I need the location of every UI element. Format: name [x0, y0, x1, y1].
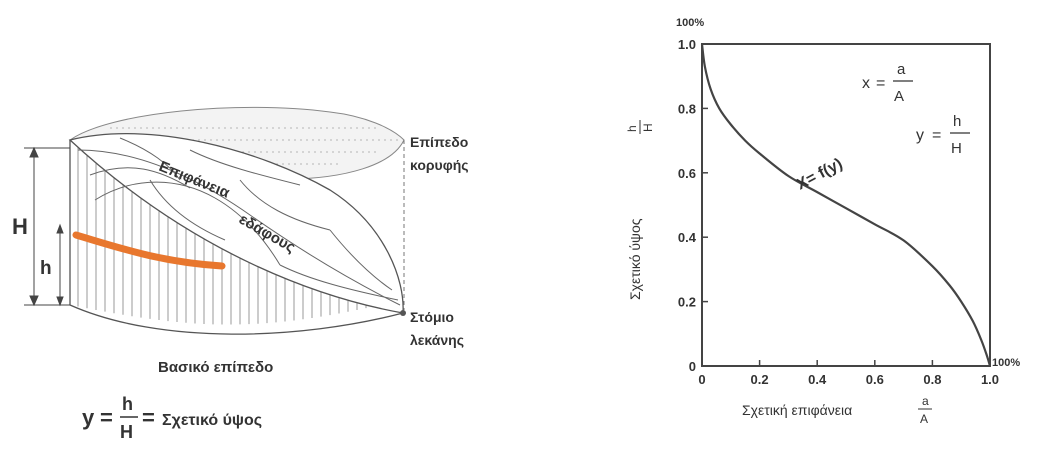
y-axis-label-fraction: h H [625, 120, 655, 134]
svg-text:y: y [916, 127, 924, 144]
y-tick-label-3: 0.6 [678, 166, 696, 181]
curve-x-f-y [700, 43, 992, 367]
y-tick-label-1: 0.2 [678, 295, 696, 310]
x-axis-label: Σχετική επιφάνεια [742, 402, 852, 418]
outlet-point [400, 310, 406, 316]
svg-text:A: A [894, 88, 904, 105]
svg-text:a: a [922, 394, 929, 408]
svg-text:h: h [122, 394, 133, 414]
svg-text:y: y [82, 405, 95, 430]
annotation-bottom-right: 100% [992, 357, 1020, 369]
x-tick-label-0: 0 [698, 372, 705, 387]
basin-front-wall [69, 140, 404, 335]
formula-x: x = a A [862, 61, 913, 105]
svg-text:=: = [100, 405, 113, 430]
x-axis-label-fraction: a A [918, 394, 932, 426]
svg-text:h: h [953, 113, 961, 130]
dimension-h [56, 223, 64, 307]
summit-plane-label: Επίπεδο κορυφής [410, 134, 472, 173]
dimension-h-label: h [40, 258, 52, 279]
x-axis-ticks: 0 0.2 0.4 0.6 0.8 1.0 [698, 360, 999, 387]
basin-diagram: H h Επίπεδο κορυφής Επιφάνεια εδάφους Στ… [12, 106, 472, 442]
svg-text:x: x [862, 75, 870, 92]
y-axis-ticks: 0 0.2 0.4 0.6 0.8 1.0 [678, 37, 708, 374]
svg-text:A: A [920, 412, 928, 426]
x-tick-label-2: 0.4 [808, 372, 827, 387]
y-tick-label-4: 0.8 [678, 101, 696, 116]
svg-text:Σχετικό ύψος: Σχετικό ύψος [162, 412, 262, 429]
x-tick-label-4: 0.8 [923, 372, 941, 387]
y-axis-label: Σχετικό ύψος [627, 218, 643, 300]
svg-text:=: = [932, 127, 941, 144]
svg-text:H: H [641, 123, 655, 132]
x-tick-label-3: 0.6 [866, 372, 884, 387]
dimension-H-label: H [12, 214, 28, 239]
contour-band [72, 231, 226, 270]
svg-text:H: H [120, 422, 133, 442]
x-tick-label-1: 0.2 [751, 372, 769, 387]
svg-text:=: = [142, 405, 155, 430]
series-label: X= f(y) [794, 155, 846, 193]
base-plane-label: Βασικό επίπεδο [158, 359, 273, 376]
svg-text:h: h [625, 125, 639, 132]
y-tick-label-0: 0 [689, 359, 696, 374]
plot-frame [701, 43, 991, 367]
outlet-label: Στόμιο λεκάνης [410, 309, 464, 348]
y-tick-label-2: 0.4 [678, 230, 697, 245]
svg-text:a: a [897, 61, 906, 78]
annotation-top-left: 100% [676, 17, 704, 29]
svg-text:H: H [951, 140, 962, 157]
formula-y: y = h H [916, 113, 970, 157]
ground-surface-outline [68, 133, 404, 314]
contour-lines [77, 137, 401, 306]
hypsometric-chart: 0 0.2 0.4 0.6 0.8 1.0 0 0.2 0.4 0.6 0.8 1.0 X= f(y… [625, 17, 1020, 426]
relative-height-formula: y = h H = Σχετικό ύψος [82, 394, 262, 442]
x-tick-label-5: 1.0 [981, 372, 999, 387]
svg-text:=: = [876, 75, 885, 92]
y-tick-label-5: 1.0 [678, 37, 696, 52]
dimension-H [24, 146, 70, 307]
